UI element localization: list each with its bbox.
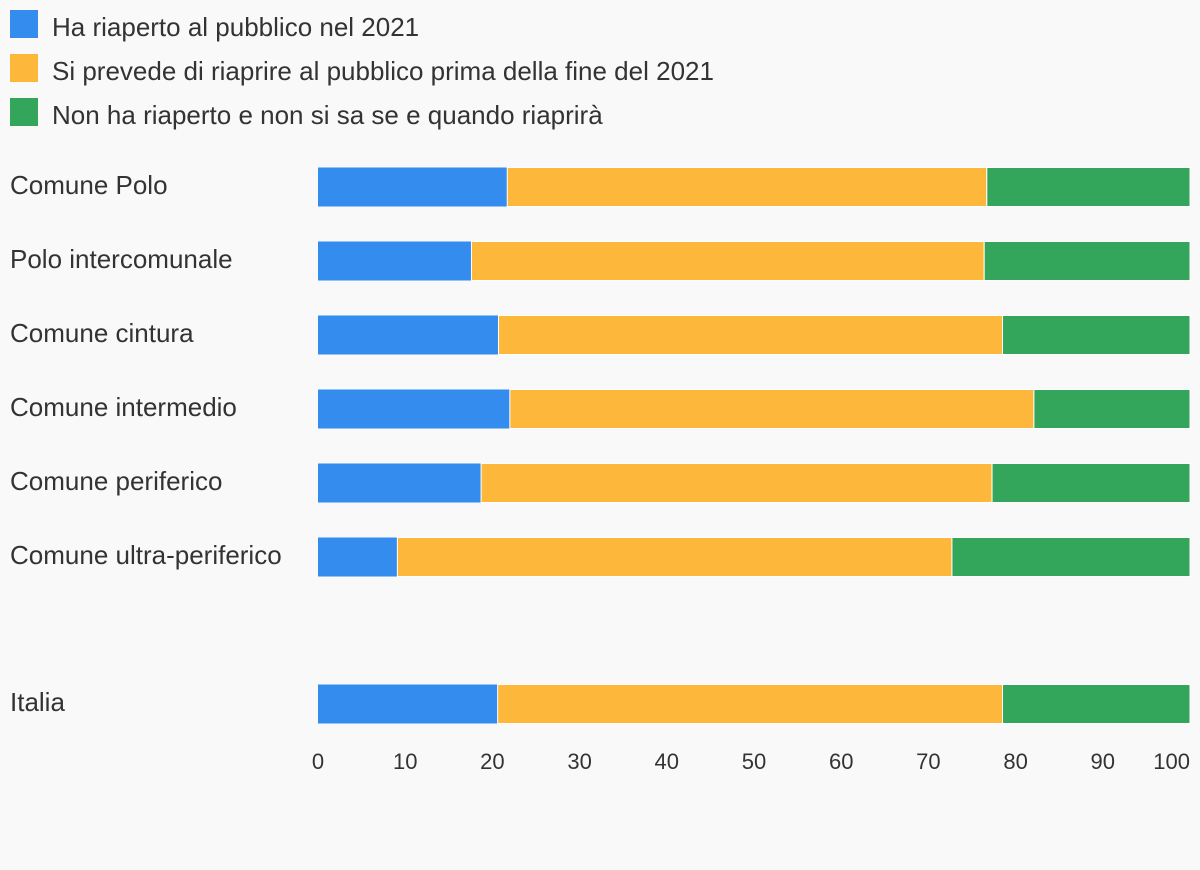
legend-swatch-expected (10, 54, 38, 82)
bar-segment-comune-intermedio-series-1 (318, 389, 510, 429)
x-tick-label-100: 100 (1153, 749, 1190, 774)
bar-segment-comune-polo-series-3 (986, 167, 1191, 207)
bar-segment-comune-cintura-series-2 (498, 315, 1004, 355)
bar-segment-italia-series-1 (318, 684, 498, 724)
x-tick-label-0: 0 (312, 749, 324, 774)
category-label-comune-intermedio: Comune intermedio (10, 392, 237, 422)
legend-swatch-not-reopened (10, 98, 38, 126)
legend-label-reopened: Ha riaperto al pubblico nel 2021 (52, 12, 420, 42)
bar-segment-polo-intercomunale-series-3 (983, 241, 1191, 281)
bar-segment-comune-periferico-series-2 (480, 463, 993, 503)
bar-segment-comune-ultra-periferico-series-1 (318, 537, 398, 577)
x-tick-label-50: 50 (742, 749, 766, 774)
category-label-comune-polo: Comune Polo (10, 170, 168, 200)
bar-segment-comune-ultra-periferico-series-2 (396, 537, 953, 577)
bar-segment-italia-series-2 (497, 684, 1004, 724)
bar-segment-comune-cintura-series-1 (318, 315, 499, 355)
bar-segment-comune-intermedio-series-2 (509, 389, 1035, 429)
x-tick-label-60: 60 (829, 749, 853, 774)
x-tick-label-40: 40 (655, 749, 679, 774)
legend-label-not-reopened: Non ha riaperto e non si sa se e quando … (52, 100, 603, 130)
x-tick-label-30: 30 (567, 749, 591, 774)
category-label-comune-periferico: Comune periferico (10, 466, 222, 496)
category-label-comune-cintura: Comune cintura (10, 318, 194, 348)
bar-segment-comune-polo-series-1 (318, 167, 508, 207)
bar-segment-comune-ultra-periferico-series-3 (951, 537, 1191, 577)
bar-segment-comune-intermedio-series-3 (1033, 389, 1191, 429)
bar-segment-polo-intercomunale-series-2 (470, 241, 985, 281)
bar-segment-polo-intercomunale-series-1 (318, 241, 472, 281)
bar-segment-italia-series-3 (1002, 684, 1191, 724)
bar-segment-comune-polo-series-2 (506, 167, 988, 207)
x-tick-label-90: 90 (1091, 749, 1115, 774)
x-tick-label-70: 70 (916, 749, 940, 774)
bar-segment-comune-periferico-series-3 (991, 463, 1191, 503)
x-tick-label-80: 80 (1003, 749, 1027, 774)
legend-swatch-reopened (10, 10, 38, 38)
x-tick-label-10: 10 (393, 749, 417, 774)
category-label-comune-ultra-periferico: Comune ultra-periferico (10, 540, 282, 570)
category-label-italia: Italia (10, 687, 65, 717)
bar-segment-comune-periferico-series-1 (318, 463, 482, 503)
x-tick-label-20: 20 (480, 749, 504, 774)
category-label-polo-intercomunale: Polo intercomunale (10, 244, 233, 274)
legend-label-expected: Si prevede di riaprire al pubblico prima… (52, 56, 714, 86)
bar-segment-comune-cintura-series-3 (1002, 315, 1191, 355)
